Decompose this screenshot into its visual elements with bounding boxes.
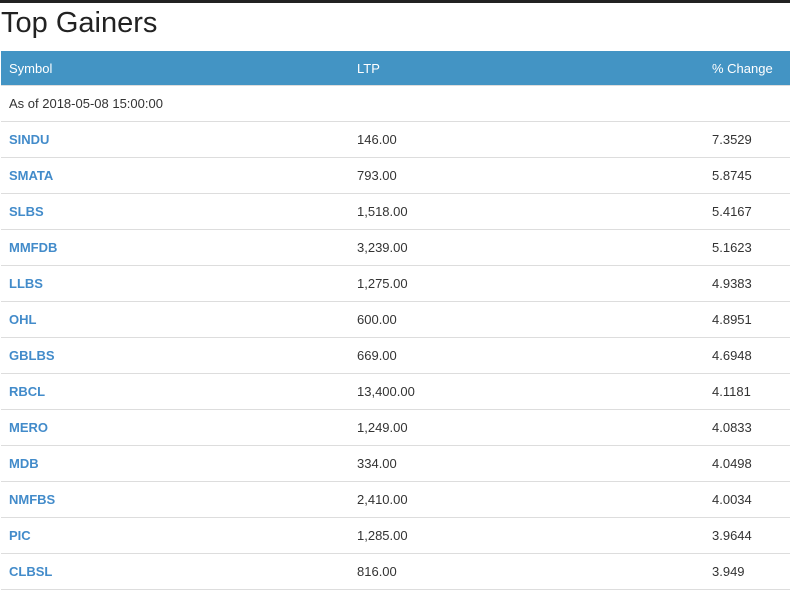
change-cell: 7.3529 — [704, 121, 790, 158]
symbol-cell: MDB — [1, 445, 349, 482]
table-row: OHL 600.00 4.8951 — [1, 301, 790, 338]
symbol-cell: SMATA — [1, 157, 349, 194]
change-cell: 5.8745 — [704, 157, 790, 194]
table-row: MDB 334.00 4.0498 — [1, 445, 790, 482]
table-row: NMFBS 2,410.00 4.0034 — [1, 481, 790, 518]
table-row: CLBSL 816.00 3.949 — [1, 553, 790, 590]
change-cell: 4.1181 — [704, 373, 790, 410]
table-row: LLBS 1,275.00 4.9383 — [1, 265, 790, 302]
ltp-cell: 1,518.00 — [349, 193, 704, 230]
ltp-cell: 1,285.00 — [349, 517, 704, 554]
gainers-table: Symbol LTP % Change As of 2018-05-08 15:… — [1, 51, 790, 590]
symbol-link[interactable]: NMFBS — [9, 492, 56, 507]
symbol-cell: OHL — [1, 301, 349, 338]
change-cell: 4.0034 — [704, 481, 790, 518]
table-row: PIC 1,285.00 3.9644 — [1, 517, 790, 554]
symbol-cell: SLBS — [1, 193, 349, 230]
symbol-cell: RBCL — [1, 373, 349, 410]
change-cell: 4.0833 — [704, 409, 790, 446]
table-row: GBLBS 669.00 4.6948 — [1, 337, 790, 374]
as-of-row: As of 2018-05-08 15:00:00 — [1, 85, 790, 122]
symbol-cell: SINDU — [1, 121, 349, 158]
table-row: MMFDB 3,239.00 5.1623 — [1, 229, 790, 266]
change-cell: 5.1623 — [704, 229, 790, 266]
ltp-cell: 816.00 — [349, 553, 704, 590]
symbol-link[interactable]: RBCL — [9, 384, 46, 399]
symbol-cell: MERO — [1, 409, 349, 446]
header-symbol: Symbol — [1, 51, 349, 86]
symbol-cell: LLBS — [1, 265, 349, 302]
symbol-cell: CLBSL — [1, 553, 349, 590]
as-of-text: As of 2018-05-08 15:00:00 — [1, 85, 790, 122]
ltp-cell: 146.00 — [349, 121, 704, 158]
ltp-cell: 793.00 — [349, 157, 704, 194]
symbol-cell: GBLBS — [1, 337, 349, 374]
table-header: Symbol LTP % Change — [1, 51, 790, 86]
header-ltp: LTP — [349, 51, 704, 86]
symbol-cell: PIC — [1, 517, 349, 554]
header-change: % Change — [704, 51, 790, 86]
page-title: Top Gainers — [1, 7, 158, 39]
symbol-link[interactable]: MDB — [9, 456, 39, 471]
ltp-cell: 1,249.00 — [349, 409, 704, 446]
change-cell: 4.6948 — [704, 337, 790, 374]
table-row: SINDU 146.00 7.3529 — [1, 121, 790, 158]
symbol-link[interactable]: CLBSL — [9, 564, 53, 579]
symbol-link[interactable]: SLBS — [9, 204, 44, 219]
symbol-link[interactable]: OHL — [9, 312, 37, 327]
ltp-cell: 334.00 — [349, 445, 704, 482]
ltp-cell: 13,400.00 — [349, 373, 704, 410]
top-bar — [0, 0, 790, 3]
symbol-link[interactable]: SMATA — [9, 168, 54, 183]
change-cell: 5.4167 — [704, 193, 790, 230]
table-row: SLBS 1,518.00 5.4167 — [1, 193, 790, 230]
symbol-link[interactable]: MMFDB — [9, 240, 58, 255]
change-cell: 4.8951 — [704, 301, 790, 338]
symbol-link[interactable]: PIC — [9, 528, 31, 543]
symbol-link[interactable]: GBLBS — [9, 348, 55, 363]
table-row: SMATA 793.00 5.8745 — [1, 157, 790, 194]
symbol-cell: MMFDB — [1, 229, 349, 266]
ltp-cell: 2,410.00 — [349, 481, 704, 518]
ltp-cell: 1,275.00 — [349, 265, 704, 302]
symbol-cell: NMFBS — [1, 481, 349, 518]
table-row: RBCL 13,400.00 4.1181 — [1, 373, 790, 410]
symbol-link[interactable]: MERO — [9, 420, 48, 435]
symbol-link[interactable]: LLBS — [9, 276, 43, 291]
ltp-cell: 3,239.00 — [349, 229, 704, 266]
change-cell: 4.9383 — [704, 265, 790, 302]
table-row: MERO 1,249.00 4.0833 — [1, 409, 790, 446]
change-cell: 3.949 — [704, 553, 790, 590]
change-cell: 3.9644 — [704, 517, 790, 554]
change-cell: 4.0498 — [704, 445, 790, 482]
ltp-cell: 669.00 — [349, 337, 704, 374]
symbol-link[interactable]: SINDU — [9, 132, 50, 147]
ltp-cell: 600.00 — [349, 301, 704, 338]
